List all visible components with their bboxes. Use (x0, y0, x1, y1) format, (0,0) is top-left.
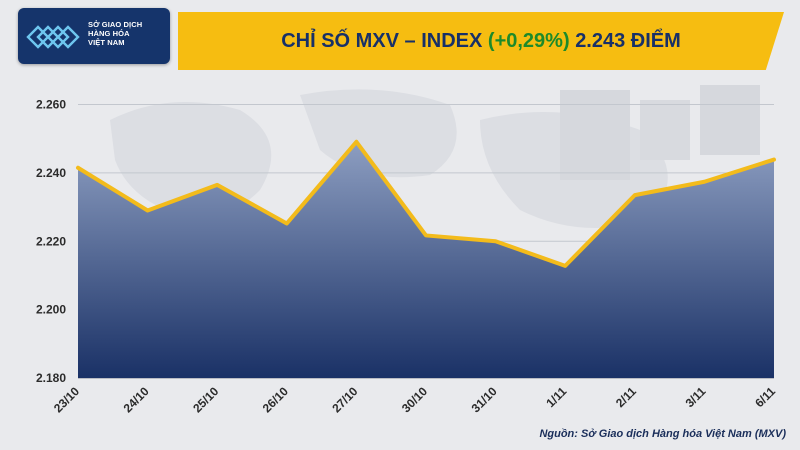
source-note: Nguồn: Sở Giao dịch Hàng hóa Việt Nam (M… (539, 428, 786, 440)
data-point-23-10 (76, 166, 80, 170)
x-tick-label: 26/10 (260, 384, 291, 415)
title-change: (+0,29%) (487, 30, 570, 52)
x-tick-label: 23/10 (51, 384, 82, 415)
data-point-30-10 (424, 233, 428, 237)
data-point-26-10 (285, 221, 289, 225)
data-point-3-11 (702, 180, 706, 184)
x-tick-label: 1/11 (543, 384, 569, 410)
y-tick-label: 2.200 (36, 303, 66, 317)
x-tick-label: 25/10 (190, 384, 221, 415)
data-point-24-10 (146, 208, 150, 212)
mxv-logo: SỞ GIAO DỊCH HÀNG HÓA VIỆT NAM (18, 8, 170, 64)
index-area (78, 141, 774, 378)
mxv-logo-text: SỞ GIAO DỊCH HÀNG HÓA VIỆT NAM (88, 20, 143, 47)
data-point-25-10 (215, 183, 219, 187)
data-point-1-11 (563, 264, 567, 268)
data-point-6-11 (772, 158, 776, 162)
y-tick-label: 2.260 (36, 98, 66, 112)
title-suffix: 2.243 ĐIỂM (575, 30, 681, 52)
y-tick-label: 2.180 (36, 371, 66, 385)
x-tick-label: 30/10 (399, 384, 430, 415)
x-tick-label: 31/10 (469, 384, 500, 415)
y-tick-label: 2.240 (36, 166, 66, 180)
x-tick-label: 24/10 (121, 384, 152, 415)
x-tick-label: 27/10 (329, 384, 360, 415)
x-tick-label: 3/11 (683, 384, 709, 410)
chart-title: CHỈ SỐ MXV – INDEX (+0,29%) 2.243 ĐIỂM (178, 12, 784, 70)
title-banner: CHỈ SỐ MXV – INDEX (+0,29%) 2.243 ĐIỂM (178, 12, 784, 70)
mxv-logo-mark-icon (26, 25, 80, 49)
title-prefix: CHỈ SỐ MXV – INDEX (281, 30, 483, 52)
x-tick-label: 6/11 (752, 384, 778, 410)
data-point-2-11 (633, 193, 637, 197)
y-tick-label: 2.220 (36, 234, 66, 248)
x-tick-label: 2/11 (613, 384, 639, 410)
data-point-31-10 (494, 239, 498, 243)
data-point-27-10 (354, 140, 358, 144)
